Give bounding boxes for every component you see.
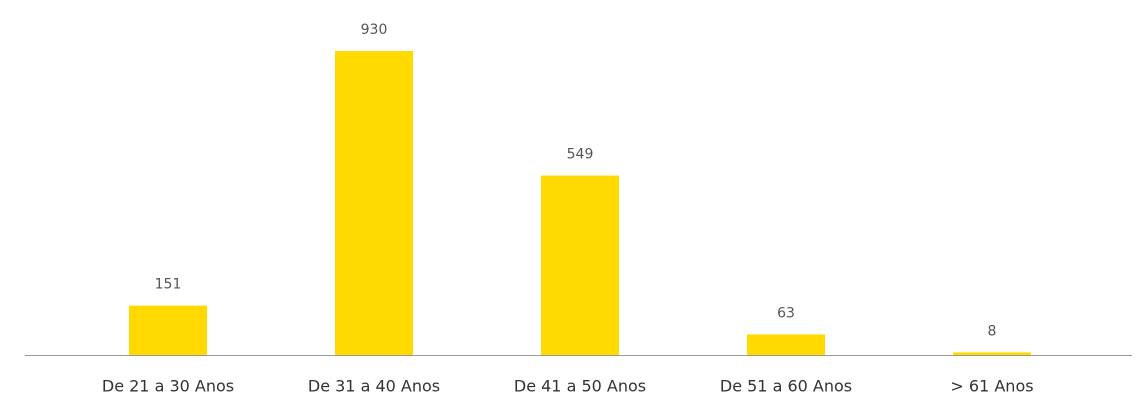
x-tick-label: > 61 Anos	[950, 377, 1033, 396]
data-label: 549	[567, 147, 594, 163]
bar	[953, 352, 1031, 355]
bar	[335, 51, 413, 355]
data-label: 63	[777, 305, 795, 321]
bar	[541, 175, 619, 355]
x-tick-label: De 31 a 40 Anos	[308, 377, 440, 396]
bar	[747, 334, 825, 355]
data-label: 8	[988, 323, 997, 339]
x-tick-label: De 41 a 50 Anos	[514, 377, 646, 396]
x-tick-label: De 21 a 30 Anos	[102, 377, 234, 396]
bar	[129, 305, 207, 355]
data-label: 930	[361, 22, 388, 38]
data-label: 151	[155, 277, 182, 293]
x-tick-label: De 51 a 60 Anos	[720, 377, 852, 396]
